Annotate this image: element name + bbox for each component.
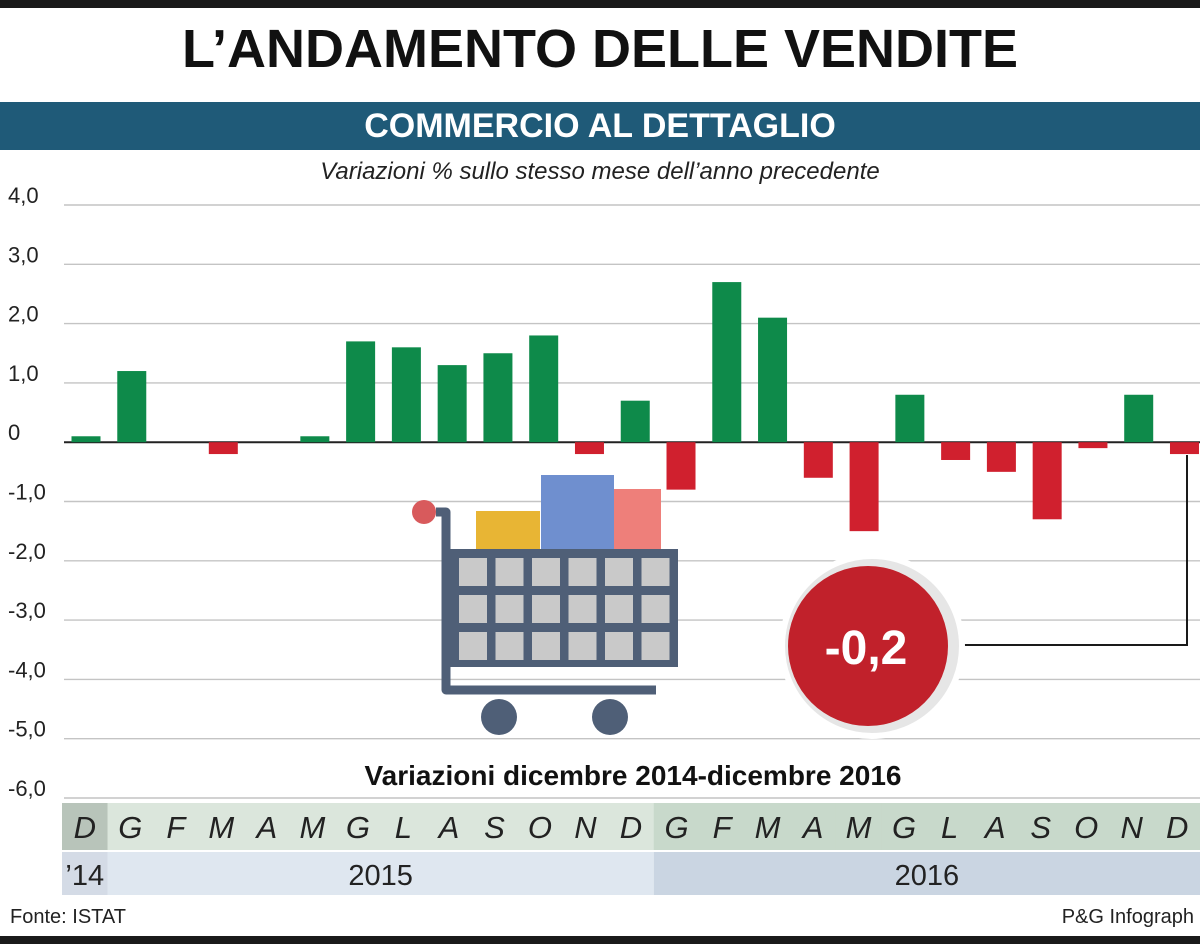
bar [117,371,147,443]
x-tick-label: A [801,810,824,845]
bar [391,347,421,443]
bar [849,442,879,532]
bar [574,442,604,455]
bar [895,394,925,443]
x-tick-label: M [755,810,781,845]
source-label: Fonte: ISTAT [10,906,126,928]
x-tick-label: A [437,810,460,845]
bottom-rule [0,936,1200,944]
bar [1124,394,1154,443]
y-tick-label: -3,0 [8,598,46,623]
top-rule [0,0,1200,8]
bar [986,442,1016,472]
x-tick-label: F [713,810,734,845]
year-label: ’14 [65,860,104,892]
x-tick-label: A [983,810,1006,845]
bar [437,365,467,443]
bar [71,436,101,443]
x-tick-label: L [395,810,412,845]
x-tick-label: N [1121,810,1144,845]
bar [620,400,650,443]
y-tick-label: 2,0 [8,302,39,327]
y-tick-label: -1,0 [8,480,46,505]
y-tick-label: -6,0 [8,776,46,801]
x-tick-label: S [1030,810,1051,845]
bar [1169,442,1199,455]
bar [803,442,833,478]
bar [346,341,376,443]
x-tick-label: A [254,810,277,845]
chart-caption: Variazioni % sullo stesso mese dell’anno… [320,158,880,185]
y-tick-label: -2,0 [8,539,46,564]
bar [758,317,788,443]
y-tick-label: 1,0 [8,361,39,386]
x-tick-label: M [208,810,234,845]
bar [1032,442,1062,520]
x-tick-label: O [528,810,552,845]
x-tick-label: D [74,810,96,845]
credit-label: P&G Infograph [1061,906,1194,928]
y-tick-label: 0 [8,420,20,445]
y-tick-label: 4,0 [8,183,39,208]
x-tick-label: M [299,810,325,845]
year-label: 2016 [895,860,960,892]
bar [483,353,513,443]
y-tick-label: -4,0 [8,657,46,682]
x-tick-label: M [846,810,872,845]
bar [1078,442,1108,449]
x-tick-label: F [166,810,187,845]
x-tick-label: N [574,810,597,845]
x-tick-label: G [346,810,370,845]
subtitle-bar: COMMERCIO AL DETTAGLIO [0,102,1200,150]
chart-title: L’ANDAMENTO DELLE VENDITE [181,19,1019,79]
bar [712,282,742,443]
x-tick-label: G [892,810,916,845]
bar [666,442,696,490]
bar [300,436,330,443]
x-tick-label: O [1074,810,1098,845]
annotation-label: -0,2 [825,622,908,675]
bar [941,442,971,460]
bar [529,335,559,443]
x-tick-label: S [484,810,505,845]
x-tick-label: D [1166,810,1188,845]
y-tick-label: -5,0 [8,717,46,742]
x-tick-label: G [664,810,688,845]
shopping-cart-icon [412,475,678,735]
chart-period-title: Variazioni dicembre 2014-dicembre 2016 [364,760,902,791]
year-label: 2015 [348,860,413,892]
x-tick-label: D [620,810,642,845]
bar [208,442,238,455]
x-tick-label: L [941,810,958,845]
x-tick-label: G [118,810,142,845]
y-tick-label: 3,0 [8,242,39,267]
